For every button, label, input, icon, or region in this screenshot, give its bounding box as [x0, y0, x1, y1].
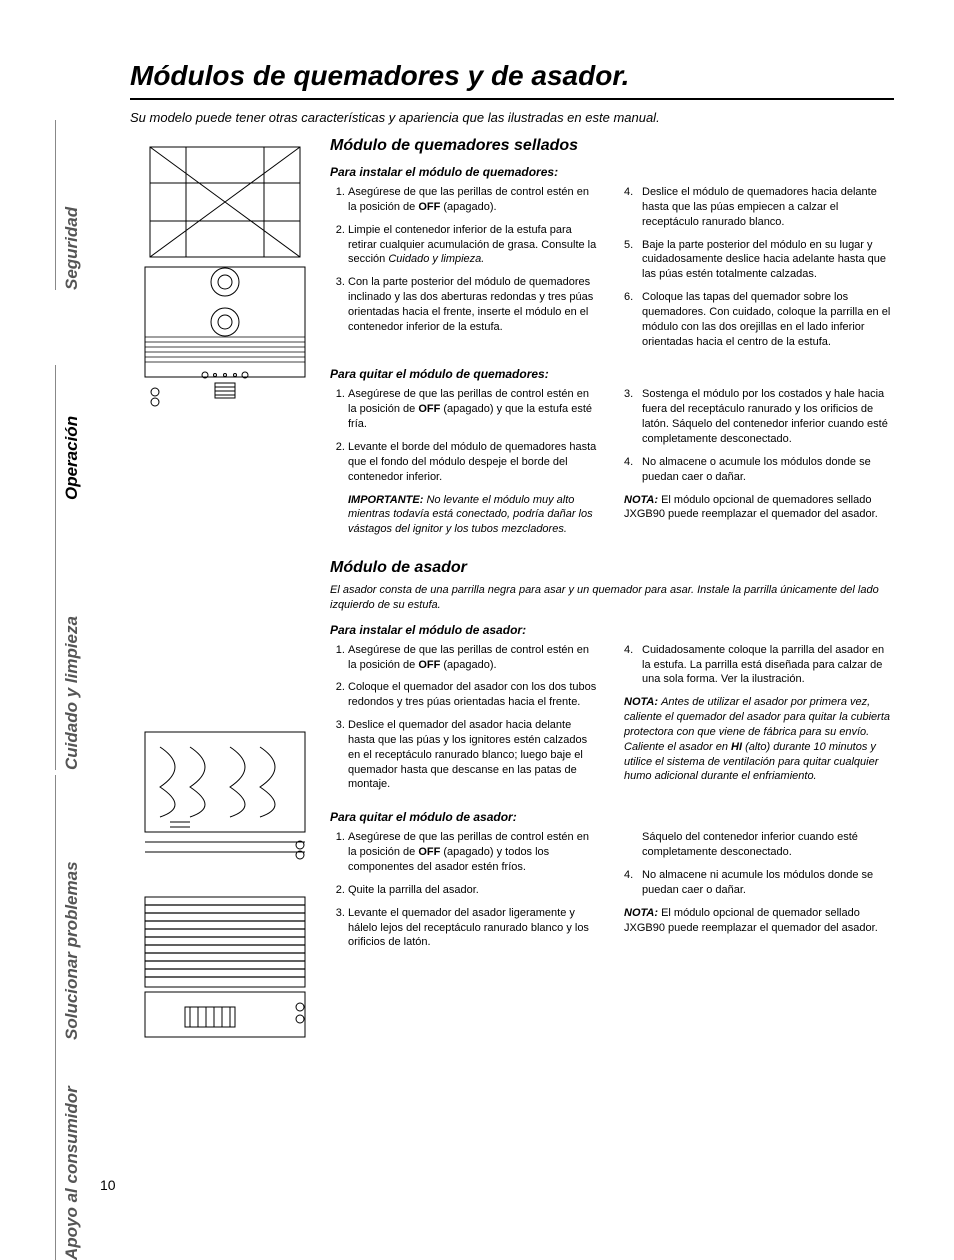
burner-module-illustration: [130, 137, 320, 407]
list-item: Asegúrese de que las perillas de control…: [348, 643, 600, 673]
grill-module-section: Módulo de asador El asador consta de una…: [330, 559, 894, 958]
side-tab-seguridad: Seguridad: [55, 120, 82, 290]
side-tab-cuidado: Cuidado y limpieza: [55, 500, 82, 770]
content-area: Módulo de quemadores sellados Para insta…: [130, 137, 894, 1077]
list-item: Levante el quemador del asador ligeramen…: [348, 906, 600, 951]
list-item: Asegúrese de que las perillas de control…: [348, 830, 600, 875]
grill-burner-illustration: [130, 717, 320, 867]
page-subtitle: Su modelo puede tener otras característi…: [130, 110, 894, 125]
side-tab-operacion: Operación: [55, 365, 82, 500]
side-tab-solucionar: Solucionar problemas: [55, 775, 82, 1040]
list-item: Asegúrese de que las perillas de control…: [348, 185, 600, 215]
install-grill-list-right: Cuidadosamente coloque la parrilla del a…: [624, 643, 894, 688]
sealed-burner-heading: Módulo de quemadores sellados: [330, 137, 894, 155]
install-grill-heading: Para instalar el módulo de asador:: [330, 623, 894, 637]
note-text: NOTA: El módulo opcional de quemadores s…: [624, 493, 894, 523]
important-note: IMPORTANTE: No levante el módulo muy alt…: [330, 493, 600, 538]
list-item: No almacene o acumule los módulos donde …: [642, 455, 894, 485]
list-item: Baje la parte posterior del módulo en su…: [642, 238, 894, 283]
manual-page: Seguridad Operación Cuidado y limpieza S…: [0, 0, 954, 1235]
side-tab-apoyo: Apoyo al consumidor: [55, 1040, 82, 1260]
remove-grill-list-left: Asegúrese de que las perillas de control…: [330, 830, 600, 950]
list-item: Sostenga el módulo por los costados y ha…: [642, 387, 894, 446]
install-grill-list-left: Asegúrese de que las perillas de control…: [330, 643, 600, 793]
side-tab-rail: Seguridad Operación Cuidado y limpieza S…: [55, 70, 95, 1195]
page-title: Módulos de quemadores y de asador.: [130, 60, 894, 100]
remove-burner-list-left: Asegúrese de que las perillas de control…: [330, 387, 600, 484]
install-burner-list-right: Deslice el módulo de quemadores hacia de…: [624, 185, 894, 349]
list-item: Asegúrese de que las perillas de control…: [348, 387, 600, 432]
grill-note: NOTA: Antes de utilizar el asador por pr…: [624, 695, 894, 784]
remove-grill-heading: Para quitar el módulo de asador:: [330, 810, 894, 824]
grill-remove-note: NOTA: El módulo opcional de quemador sel…: [624, 906, 894, 936]
page-number: 10: [100, 1177, 116, 1193]
remove-burner-list-right: Sostenga el módulo por los costados y ha…: [624, 387, 894, 484]
list-item: Con la parte posterior del módulo de que…: [348, 275, 600, 334]
remove-grill-cont: Sáquelo del contenedor inferior cuando e…: [624, 830, 894, 860]
list-item: Limpie el contenedor inferior de la estu…: [348, 223, 600, 268]
list-item: Deslice el módulo de quemadores hacia de…: [642, 185, 894, 230]
grill-intro: El asador consta de una parrilla negra p…: [330, 583, 894, 613]
install-burner-list-left: Asegúrese de que las perillas de control…: [330, 185, 600, 335]
install-burner-heading: Para instalar el módulo de quemadores:: [330, 165, 894, 179]
grill-module-heading: Módulo de asador: [330, 559, 894, 577]
grill-grate-illustration: [130, 887, 320, 1057]
list-item: Deslice el quemador del asador hacia del…: [348, 718, 600, 792]
list-item: Coloque el quemador del asador con los d…: [348, 680, 600, 710]
list-item: No almacene ni acumule los módulos donde…: [642, 868, 894, 898]
illustration-column: [130, 137, 330, 1077]
list-item: Quite la parrilla del asador.: [348, 883, 600, 898]
sealed-burner-section: Módulo de quemadores sellados Para insta…: [330, 137, 894, 545]
remove-grill-list-right: No almacene ni acumule los módulos donde…: [624, 868, 894, 898]
list-item: Levante el borde del módulo de quemadore…: [348, 440, 600, 485]
text-column: Módulo de quemadores sellados Para insta…: [330, 137, 894, 1077]
list-item: Coloque las tapas del quemador sobre los…: [642, 290, 894, 349]
list-item: Cuidadosamente coloque la parrilla del a…: [642, 643, 894, 688]
remove-burner-heading: Para quitar el módulo de quemadores:: [330, 367, 894, 381]
